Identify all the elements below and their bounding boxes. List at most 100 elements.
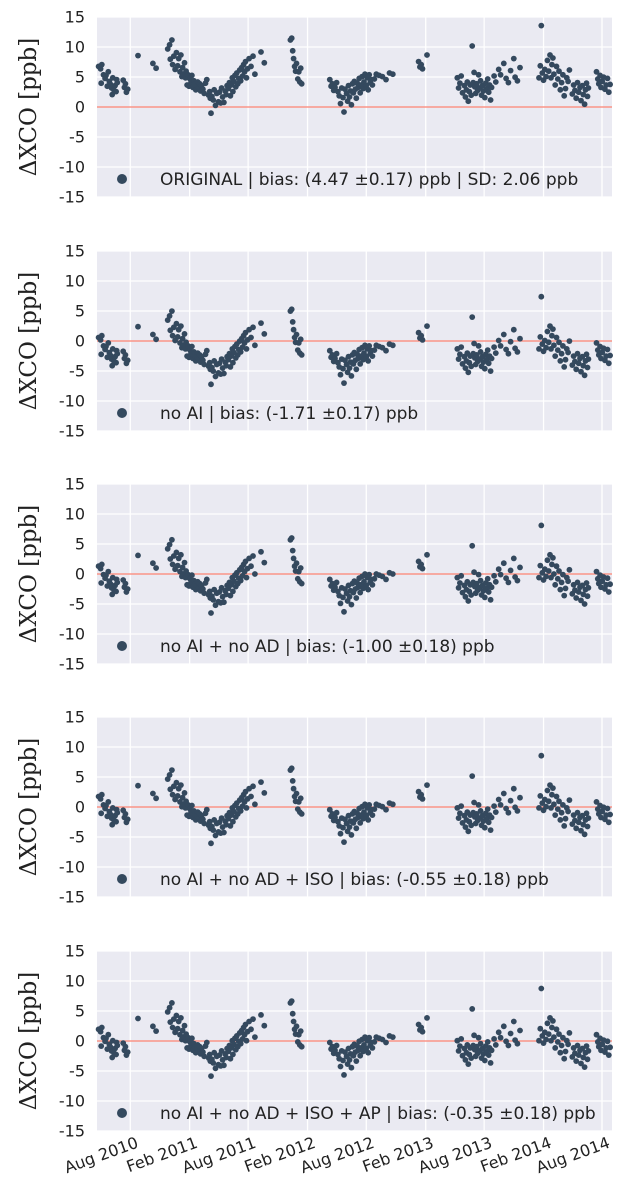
data-point (488, 84, 495, 91)
data-point (174, 1025, 181, 1032)
y-axis-label: ΔXCO [ppb] (16, 972, 42, 1110)
y-tick-label: 0 (75, 98, 85, 117)
data-point (543, 73, 549, 80)
data-point (357, 820, 364, 826)
data-point (424, 323, 430, 329)
data-point (237, 577, 244, 584)
data-point (488, 814, 495, 821)
legend-marker (117, 174, 127, 184)
data-point (248, 63, 254, 70)
data-point (562, 85, 569, 92)
data-point (495, 566, 502, 573)
data-point (366, 1034, 373, 1041)
data-point (558, 809, 565, 816)
y-tick-label: -5 (69, 828, 85, 847)
data-point (514, 577, 521, 584)
data-point (583, 351, 590, 358)
data-point (565, 578, 571, 585)
data-point (556, 798, 562, 805)
data-point (201, 361, 208, 368)
data-point (514, 808, 521, 814)
data-point (201, 1053, 208, 1060)
data-point (468, 92, 475, 99)
data-point (457, 80, 463, 87)
data-point (552, 82, 559, 88)
data-point (566, 1030, 573, 1036)
data-point (573, 95, 580, 102)
data-point (348, 1064, 355, 1071)
panel-3: 15 10 5 0 -5 -10 -15 ΔXCO [ppb] no AI + no AD | … (16, 475, 613, 674)
legend-marker (117, 641, 127, 651)
data-point (517, 794, 523, 801)
y-tick-label: 0 (75, 1032, 85, 1051)
data-point (346, 94, 353, 100)
data-point (293, 60, 300, 67)
data-point (340, 365, 346, 372)
y-tick-label: -15 (59, 888, 85, 907)
data-point (230, 588, 236, 595)
data-point (252, 801, 258, 808)
data-point (477, 349, 484, 355)
data-point (468, 822, 475, 829)
data-point (178, 782, 184, 788)
data-point (181, 790, 188, 796)
y-tick-label: 10 (65, 972, 85, 991)
data-point (98, 580, 105, 586)
data-point (469, 314, 476, 320)
data-point (455, 356, 462, 362)
data-point (552, 1045, 559, 1051)
data-point (566, 338, 573, 344)
data-point (462, 94, 469, 100)
data-point (348, 101, 355, 108)
data-point (505, 350, 512, 357)
data-point (605, 89, 612, 96)
data-point (574, 1042, 581, 1049)
data-point (485, 360, 492, 367)
data-point (579, 812, 586, 819)
y-tick-label: 5 (75, 302, 85, 321)
data-point (551, 571, 557, 577)
data-point (573, 1058, 580, 1064)
data-point (371, 1039, 378, 1045)
data-point (337, 830, 344, 837)
data-point (487, 827, 494, 833)
data-point (507, 567, 514, 574)
data-point (604, 805, 611, 812)
data-point (297, 336, 304, 343)
data-point (348, 373, 355, 379)
data-point (250, 783, 256, 790)
data-point (492, 1042, 499, 1048)
data-point (227, 592, 234, 599)
panel-5: 15 10 5 0 -5 -10 -15 ΔXCO [ppb] no AI + no AD + … (16, 942, 613, 1141)
data-point (556, 68, 562, 75)
data-point (203, 806, 210, 813)
data-point (237, 349, 244, 355)
data-point (290, 555, 297, 562)
data-point (424, 782, 430, 788)
data-point (554, 806, 561, 812)
data-point (573, 366, 580, 373)
data-point (545, 798, 552, 805)
data-point (333, 79, 340, 86)
data-point (500, 331, 507, 338)
data-point (169, 308, 175, 314)
data-point (243, 805, 250, 811)
data-point (366, 71, 373, 78)
data-point (505, 79, 512, 86)
data-point (550, 554, 556, 561)
data-point (298, 80, 305, 87)
data-point (383, 1039, 389, 1046)
data-point (457, 810, 463, 817)
data-point (389, 571, 396, 577)
data-point (517, 564, 523, 571)
data-point (208, 610, 214, 616)
legend-label: ORIGINAL | bias: (4.47 ±0.17) ppb | SD: … (160, 170, 578, 190)
data-point (491, 344, 497, 350)
y-tick-label: -10 (59, 625, 85, 644)
data-point (98, 332, 105, 339)
data-point (181, 559, 188, 566)
data-point (173, 320, 180, 327)
data-point (517, 335, 523, 342)
data-point (574, 79, 581, 86)
data-point (250, 53, 256, 60)
